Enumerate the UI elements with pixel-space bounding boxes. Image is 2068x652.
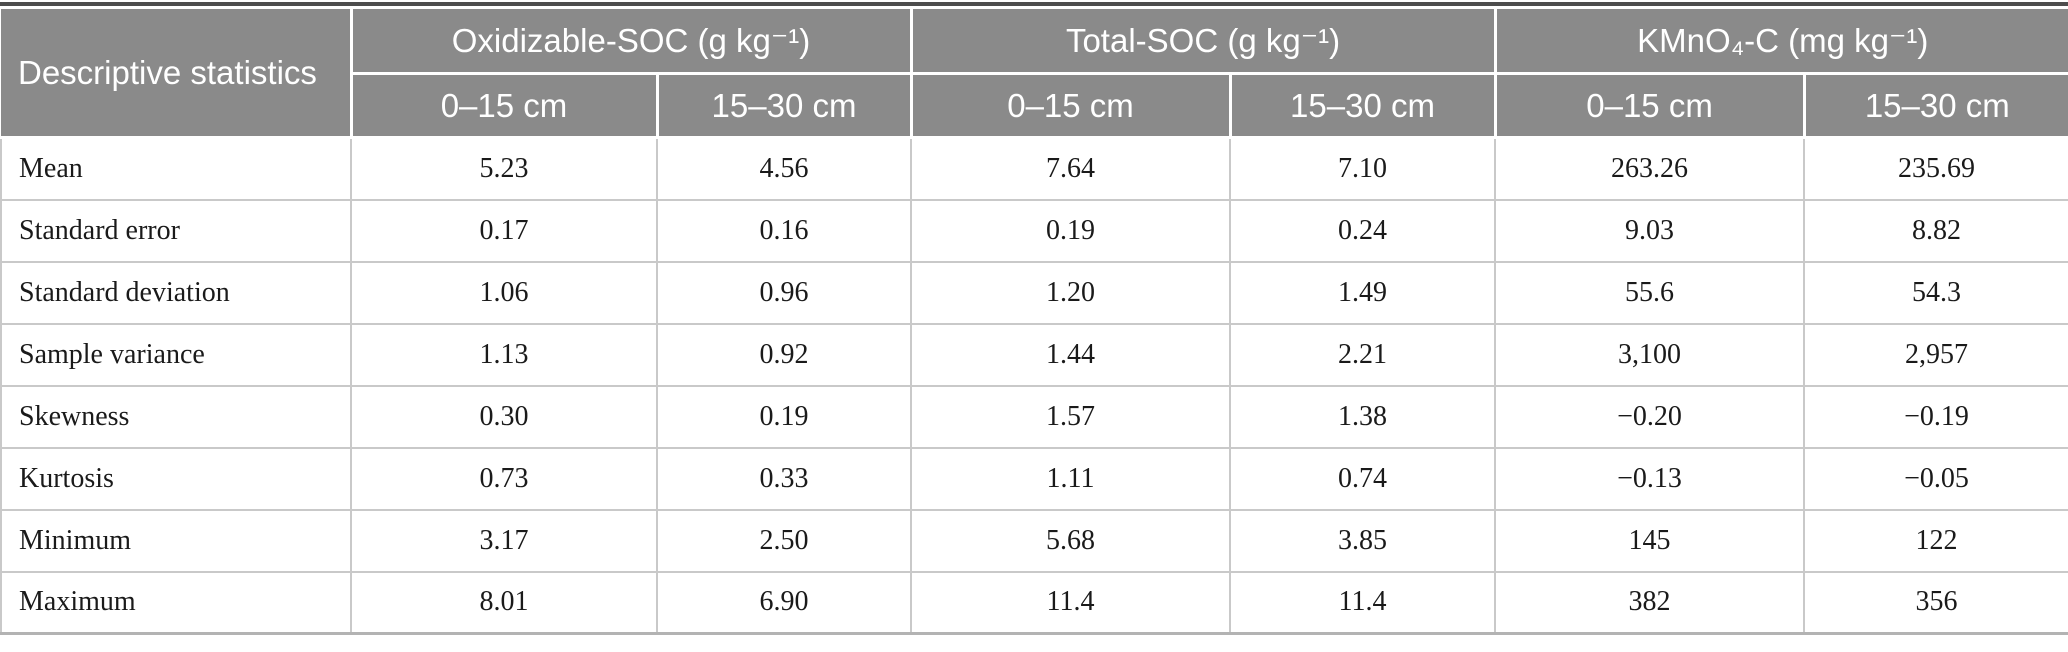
table-body: Mean 5.23 4.56 7.64 7.10 263.26 235.69 S… <box>0 136 2068 635</box>
table-top-rule <box>0 2 2068 6</box>
data-cell: 356 <box>1803 570 2068 635</box>
row-label: Minimum <box>0 508 352 573</box>
data-cell: 235.69 <box>1803 136 2068 201</box>
data-cell: 5.68 <box>910 508 1232 573</box>
table-row-standard-deviation: Standard deviation 1.06 0.96 1.20 1.49 5… <box>0 260 2068 325</box>
data-cell: 0.16 <box>655 198 913 263</box>
data-cell: 0.96 <box>655 260 913 325</box>
data-cell: 0.19 <box>910 198 1232 263</box>
depth-header: 15–30 cm <box>1802 72 2068 139</box>
group-header-kmno4-c: KMnO₄-C (mg kg⁻¹) <box>1493 6 2068 75</box>
row-label: Standard deviation <box>0 260 352 325</box>
data-cell: 0.33 <box>655 446 913 511</box>
descriptive-statistics-table: Descriptive statistics Oxidizable-SOC (g… <box>0 6 2068 635</box>
data-cell: 1.06 <box>350 260 658 325</box>
data-cell: 6.90 <box>655 570 913 635</box>
depth-header-row: 0–15 cm 15–30 cm 0–15 cm 15–30 cm 0–15 c… <box>1 72 2068 139</box>
data-cell: 2.21 <box>1229 322 1497 387</box>
table-header: Descriptive statistics Oxidizable-SOC (g… <box>1 6 2068 139</box>
data-cell: 1.49 <box>1229 260 1497 325</box>
row-label: Mean <box>0 136 352 201</box>
data-cell: 0.92 <box>655 322 913 387</box>
data-cell: 8.82 <box>1803 198 2068 263</box>
data-cell: 1.20 <box>910 260 1232 325</box>
data-cell: 1.13 <box>350 322 658 387</box>
data-cell: 0.73 <box>350 446 658 511</box>
data-cell: 7.64 <box>910 136 1232 201</box>
data-cell: 1.57 <box>910 384 1232 449</box>
data-cell: 0.30 <box>350 384 658 449</box>
data-cell: 5.23 <box>350 136 658 201</box>
table-row-kurtosis: Kurtosis 0.73 0.33 1.11 0.74 −0.13 −0.05 <box>0 446 2068 511</box>
data-cell: 1.38 <box>1229 384 1497 449</box>
data-cell: 4.56 <box>655 136 913 201</box>
depth-header: 0–15 cm <box>349 72 659 139</box>
row-label: Maximum <box>0 570 352 635</box>
data-cell: 0.74 <box>1229 446 1497 511</box>
group-header-total-soc: Total-SOC (g kg⁻¹) <box>909 6 1497 75</box>
data-cell: 3,100 <box>1494 322 1806 387</box>
data-cell: 1.11 <box>910 446 1232 511</box>
table-row-skewness: Skewness 0.30 0.19 1.57 1.38 −0.20 −0.19 <box>0 384 2068 449</box>
row-label: Skewness <box>0 384 352 449</box>
data-cell: 11.4 <box>910 570 1232 635</box>
data-cell: 2.50 <box>655 508 913 573</box>
row-label: Sample variance <box>0 322 352 387</box>
group-header-row: Descriptive statistics Oxidizable-SOC (g… <box>1 6 2068 139</box>
depth-header: 15–30 cm <box>655 72 913 139</box>
depth-header: 15–30 cm <box>1228 72 1497 139</box>
data-cell: 3.17 <box>350 508 658 573</box>
data-cell: 2,957 <box>1803 322 2068 387</box>
data-cell: 3.85 <box>1229 508 1497 573</box>
data-cell: 8.01 <box>350 570 658 635</box>
data-cell: 1.44 <box>910 322 1232 387</box>
corner-header: Descriptive statistics <box>1 6 353 139</box>
row-label: Kurtosis <box>0 446 352 511</box>
row-label: Standard error <box>0 198 352 263</box>
data-cell: −0.20 <box>1494 384 1806 449</box>
table-row-minimum: Minimum 3.17 2.50 5.68 3.85 145 122 <box>0 508 2068 573</box>
data-cell: −0.13 <box>1494 446 1806 511</box>
data-cell: 0.17 <box>350 198 658 263</box>
data-cell: 0.19 <box>655 384 913 449</box>
data-cell: 122 <box>1803 508 2068 573</box>
data-cell: 11.4 <box>1229 570 1497 635</box>
data-cell: 55.6 <box>1494 260 1806 325</box>
table-row-mean: Mean 5.23 4.56 7.64 7.10 263.26 235.69 <box>0 136 2068 201</box>
group-header-oxidizable-soc: Oxidizable-SOC (g kg⁻¹) <box>349 6 913 75</box>
data-cell: 54.3 <box>1803 260 2068 325</box>
data-cell: 0.24 <box>1229 198 1497 263</box>
table-row-sample-variance: Sample variance 1.13 0.92 1.44 2.21 3,10… <box>0 322 2068 387</box>
data-cell: 263.26 <box>1494 136 1806 201</box>
table-row-standard-error: Standard error 0.17 0.16 0.19 0.24 9.03 … <box>0 198 2068 263</box>
table-row-maximum: Maximum 8.01 6.90 11.4 11.4 382 356 <box>0 570 2068 635</box>
data-cell: −0.05 <box>1803 446 2068 511</box>
data-cell: 382 <box>1494 570 1806 635</box>
depth-header: 0–15 cm <box>909 72 1232 139</box>
data-cell: 145 <box>1494 508 1806 573</box>
data-cell: −0.19 <box>1803 384 2068 449</box>
depth-header: 0–15 cm <box>1493 72 1806 139</box>
data-cell: 9.03 <box>1494 198 1806 263</box>
data-cell: 7.10 <box>1229 136 1497 201</box>
